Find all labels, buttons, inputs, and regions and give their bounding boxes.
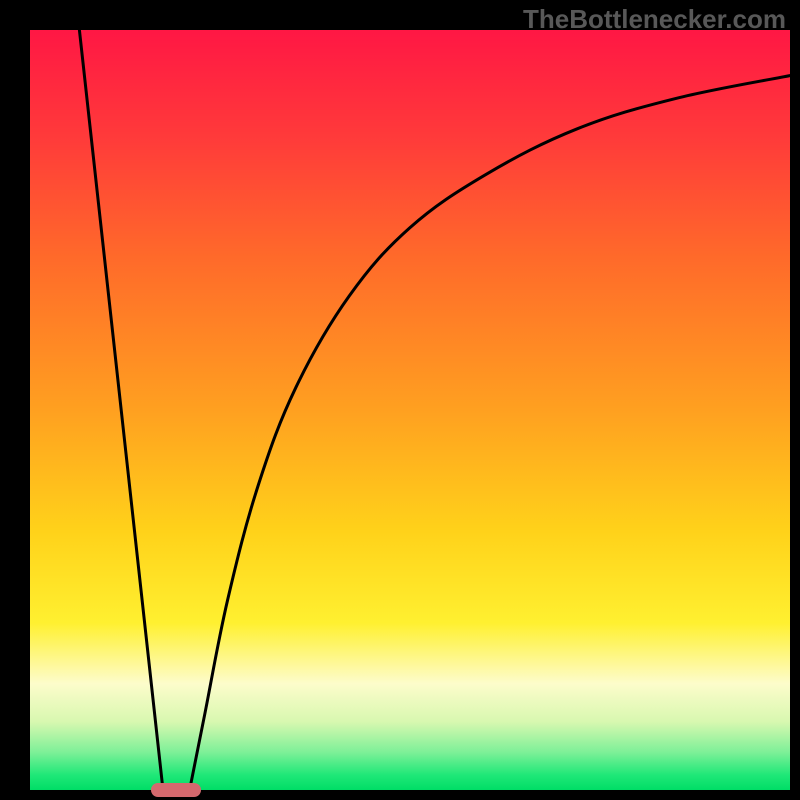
- chart-container: TheBottlenecker.com: [0, 0, 800, 800]
- left-descending-line: [79, 30, 163, 790]
- minimum-pill-marker: [151, 783, 200, 797]
- curve-layer: [30, 30, 790, 790]
- watermark-text: TheBottlenecker.com: [523, 4, 786, 35]
- plot-area: [30, 30, 790, 790]
- right-rising-curve: [190, 76, 790, 790]
